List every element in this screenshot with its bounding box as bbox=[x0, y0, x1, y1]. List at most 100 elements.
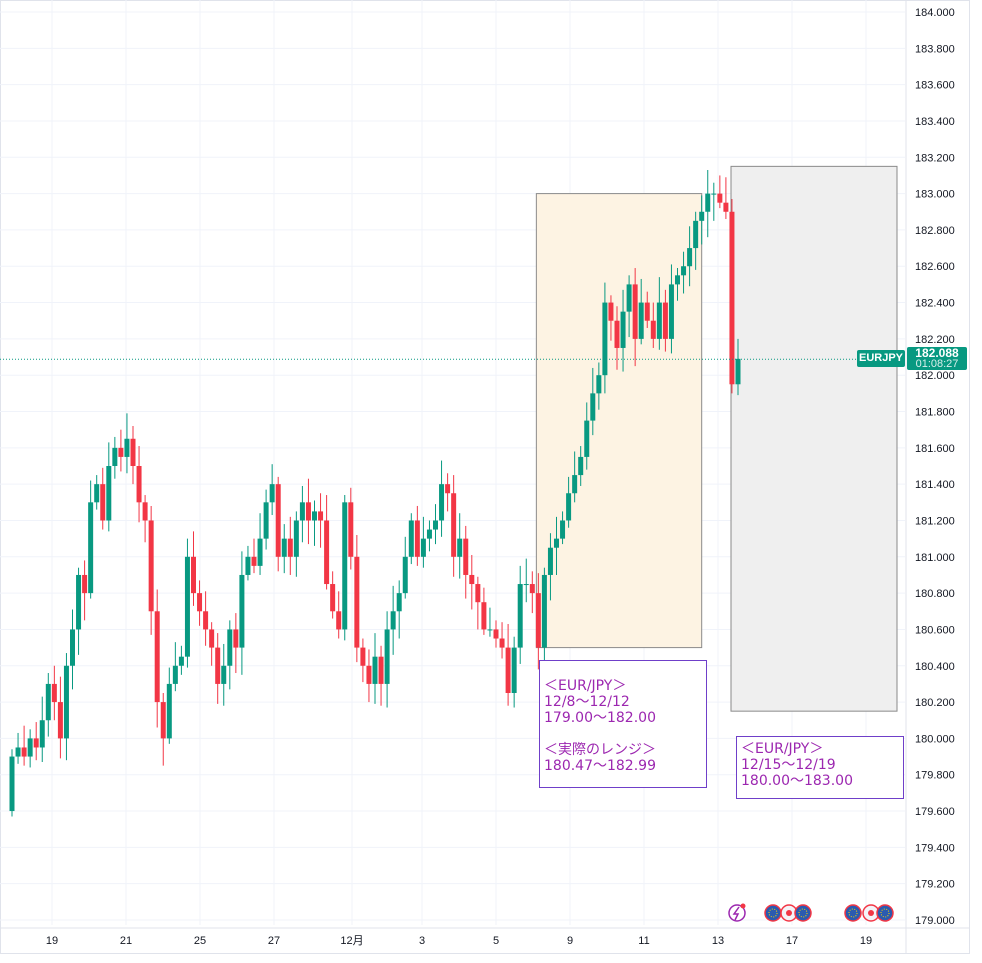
candle bbox=[729, 199, 735, 394]
candle-body bbox=[729, 211, 735, 385]
y-tick-label: 181.000 bbox=[915, 552, 955, 564]
candle-body bbox=[287, 538, 293, 557]
candle bbox=[275, 476, 281, 572]
note-dates: 12/15〜12/19 bbox=[741, 757, 836, 773]
candle-body bbox=[312, 511, 317, 521]
candle-body bbox=[433, 520, 438, 530]
candle-body bbox=[396, 593, 402, 612]
candle bbox=[281, 524, 287, 574]
candle-body bbox=[668, 284, 674, 339]
candle bbox=[45, 673, 51, 737]
candle-body bbox=[644, 302, 650, 321]
x-tick-label: 19 bbox=[860, 935, 872, 947]
candle bbox=[245, 545, 251, 581]
candle bbox=[614, 306, 620, 370]
candle-body bbox=[541, 574, 547, 648]
candle bbox=[172, 642, 178, 692]
event-glyph bbox=[786, 910, 792, 916]
candle-body bbox=[402, 556, 408, 594]
candle-body bbox=[699, 211, 705, 221]
y-tick-label: 182.600 bbox=[915, 261, 955, 273]
candle bbox=[578, 446, 584, 486]
candle-body bbox=[324, 520, 330, 585]
candle-body bbox=[384, 629, 390, 684]
y-tick-label: 184.000 bbox=[915, 7, 955, 19]
last-price: 182.088 bbox=[915, 346, 959, 360]
candle bbox=[166, 667, 172, 744]
candle bbox=[439, 460, 445, 537]
candle bbox=[723, 177, 729, 220]
candle bbox=[39, 696, 45, 763]
event-circle bbox=[764, 904, 782, 922]
symbol-tag: EURJPY bbox=[857, 350, 905, 367]
x-tick-label: 5 bbox=[493, 935, 499, 947]
chart-frame bbox=[0, 0, 970, 954]
candle bbox=[481, 587, 487, 635]
candle-body bbox=[178, 656, 184, 666]
candle bbox=[408, 513, 414, 565]
candle bbox=[590, 367, 596, 436]
candle-body bbox=[9, 756, 15, 812]
candle-body bbox=[336, 611, 342, 630]
candle bbox=[76, 567, 82, 655]
candle-body bbox=[94, 484, 100, 503]
candle-body bbox=[348, 502, 354, 557]
event-glyph bbox=[848, 908, 858, 918]
candle bbox=[487, 607, 493, 637]
candle-body bbox=[529, 584, 535, 594]
candle bbox=[687, 226, 693, 287]
candle-body bbox=[735, 358, 741, 385]
candle bbox=[668, 264, 674, 354]
y-tick-label: 179.000 bbox=[915, 915, 955, 927]
note-range: 180.00〜183.00 bbox=[741, 773, 853, 789]
candle bbox=[9, 749, 15, 817]
candle bbox=[644, 291, 650, 328]
eu-flag-event-icon bbox=[764, 904, 782, 922]
candle-body bbox=[197, 593, 203, 612]
candle bbox=[142, 495, 148, 543]
candle bbox=[541, 567, 547, 672]
candle bbox=[457, 513, 463, 579]
candle bbox=[420, 516, 426, 568]
candle bbox=[63, 653, 69, 761]
candle-body bbox=[693, 220, 699, 249]
candle-body bbox=[130, 438, 136, 466]
countdown: 01:08:27 bbox=[915, 358, 959, 370]
candle-body bbox=[15, 747, 21, 757]
y-tick-label: 179.200 bbox=[915, 879, 955, 891]
candle bbox=[70, 609, 75, 690]
candle bbox=[106, 442, 112, 532]
candle-body bbox=[360, 647, 366, 666]
candle bbox=[433, 504, 438, 545]
candle-body bbox=[184, 556, 190, 657]
candle-body bbox=[106, 466, 112, 521]
candle bbox=[209, 622, 215, 666]
candle bbox=[299, 485, 305, 543]
candle-body bbox=[76, 574, 82, 630]
candle bbox=[505, 623, 511, 706]
lightning-glyph bbox=[732, 906, 740, 921]
candle bbox=[717, 175, 723, 209]
candle bbox=[566, 476, 572, 528]
candle-body bbox=[191, 556, 196, 594]
y-tick-label: 182.400 bbox=[915, 298, 955, 310]
candle bbox=[584, 402, 590, 470]
note-actual-range: 180.47〜182.99 bbox=[544, 758, 656, 774]
candle-body bbox=[251, 556, 257, 566]
x-tick-label: 21 bbox=[120, 935, 132, 947]
candle-body bbox=[662, 302, 668, 339]
candle bbox=[215, 633, 221, 704]
candle-body bbox=[57, 702, 63, 739]
candle-body bbox=[475, 584, 481, 603]
candle-body bbox=[100, 484, 106, 521]
candle-body bbox=[378, 656, 384, 684]
candle-body bbox=[566, 493, 572, 521]
candle bbox=[475, 576, 481, 630]
candle bbox=[681, 251, 687, 294]
candle-body bbox=[118, 447, 124, 457]
candle-body bbox=[408, 520, 414, 557]
candle-body bbox=[239, 574, 245, 648]
y-tick-label: 183.000 bbox=[915, 189, 955, 201]
eu-flag-event-icon bbox=[876, 904, 894, 922]
